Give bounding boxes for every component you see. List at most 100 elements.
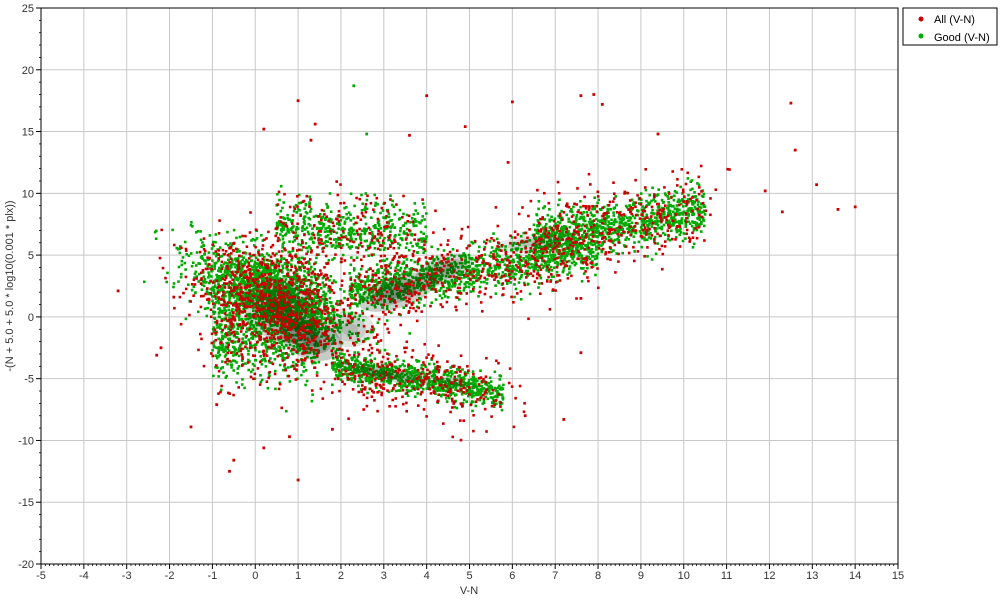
good-point: [221, 311, 224, 314]
good-point: [405, 271, 408, 274]
good-point: [193, 276, 196, 279]
good-point: [405, 291, 408, 295]
good-point: [183, 240, 187, 244]
good-point: [542, 238, 545, 241]
good-point: [643, 206, 646, 210]
good-point: [305, 304, 308, 307]
good-point: [228, 267, 231, 271]
good-point: [472, 267, 475, 271]
good-point: [197, 310, 200, 314]
good-point: [359, 388, 363, 391]
good-point: [615, 252, 618, 255]
good-point: [284, 356, 287, 360]
good-point: [542, 206, 545, 210]
good-point: [606, 227, 609, 231]
good-point: [452, 392, 455, 395]
good-point: [241, 324, 244, 327]
good-point: [426, 385, 430, 389]
good-point: [458, 283, 461, 286]
good-point: [656, 219, 659, 223]
good-point: [601, 233, 605, 236]
good-point: [332, 336, 335, 340]
good-point: [696, 203, 700, 206]
good-point: [518, 264, 522, 267]
good-point: [672, 223, 675, 226]
good-point: [233, 294, 236, 297]
good-point: [240, 268, 243, 272]
good-point: [450, 271, 454, 275]
good-point: [366, 278, 369, 282]
good-point: [505, 274, 508, 277]
good-point: [364, 379, 368, 383]
good-point: [408, 382, 411, 385]
good-point: [424, 240, 428, 244]
good-point: [252, 325, 256, 329]
good-point: [612, 231, 615, 235]
good-point: [427, 265, 431, 268]
good-point: [698, 218, 701, 221]
good-point: [394, 276, 397, 279]
good-point: [437, 269, 441, 272]
good-point: [394, 365, 398, 369]
good-point: [471, 389, 474, 393]
good-point: [237, 315, 241, 319]
good-point: [455, 271, 459, 275]
good-point: [508, 275, 511, 278]
good-point: [536, 219, 540, 222]
good-point: [227, 258, 230, 262]
good-point: [399, 266, 403, 270]
good-point: [224, 335, 227, 339]
good-point: [382, 369, 386, 373]
good-point: [674, 228, 678, 231]
good-point: [489, 251, 493, 254]
good-point: [417, 359, 421, 363]
good-point: [291, 290, 295, 294]
good-point: [178, 251, 182, 255]
good-point: [217, 301, 221, 305]
good-point: [376, 370, 380, 373]
good-point: [250, 280, 253, 283]
good-point: [405, 258, 409, 261]
good-point: [239, 282, 243, 285]
good-point: [459, 256, 463, 260]
good-point: [370, 303, 374, 306]
good-point: [551, 259, 554, 262]
good-point: [434, 370, 437, 374]
good-point: [570, 235, 573, 238]
good-point: [663, 192, 667, 195]
good-point: [216, 278, 219, 281]
good-point: [273, 313, 277, 317]
good-point: [614, 238, 617, 242]
good-point: [272, 323, 276, 327]
good-point: [226, 272, 230, 276]
good-point: [376, 302, 380, 305]
good-point: [226, 347, 229, 350]
good-point: [493, 266, 497, 269]
good-point: [355, 340, 358, 344]
good-point: [337, 326, 340, 330]
good-point: [607, 215, 610, 218]
good-point: [630, 221, 634, 225]
good-point: [674, 218, 677, 222]
good-point: [667, 219, 671, 223]
good-point: [183, 261, 187, 265]
good-point: [654, 252, 658, 256]
good-point: [295, 309, 299, 313]
good-point: [269, 289, 273, 293]
good-point: [304, 369, 308, 372]
good-point: [610, 218, 613, 222]
good-point: [450, 285, 454, 288]
good-point: [302, 342, 305, 346]
good-point: [240, 278, 243, 281]
good-point: [400, 282, 403, 286]
good-point: [416, 262, 420, 266]
good-point: [471, 376, 475, 379]
good-point: [250, 323, 253, 327]
good-point: [353, 315, 357, 319]
good-point: [636, 209, 639, 212]
good-point: [501, 387, 505, 390]
good-point: [615, 203, 618, 207]
good-point: [383, 366, 387, 370]
good-point: [229, 292, 233, 296]
good-point: [315, 256, 318, 260]
